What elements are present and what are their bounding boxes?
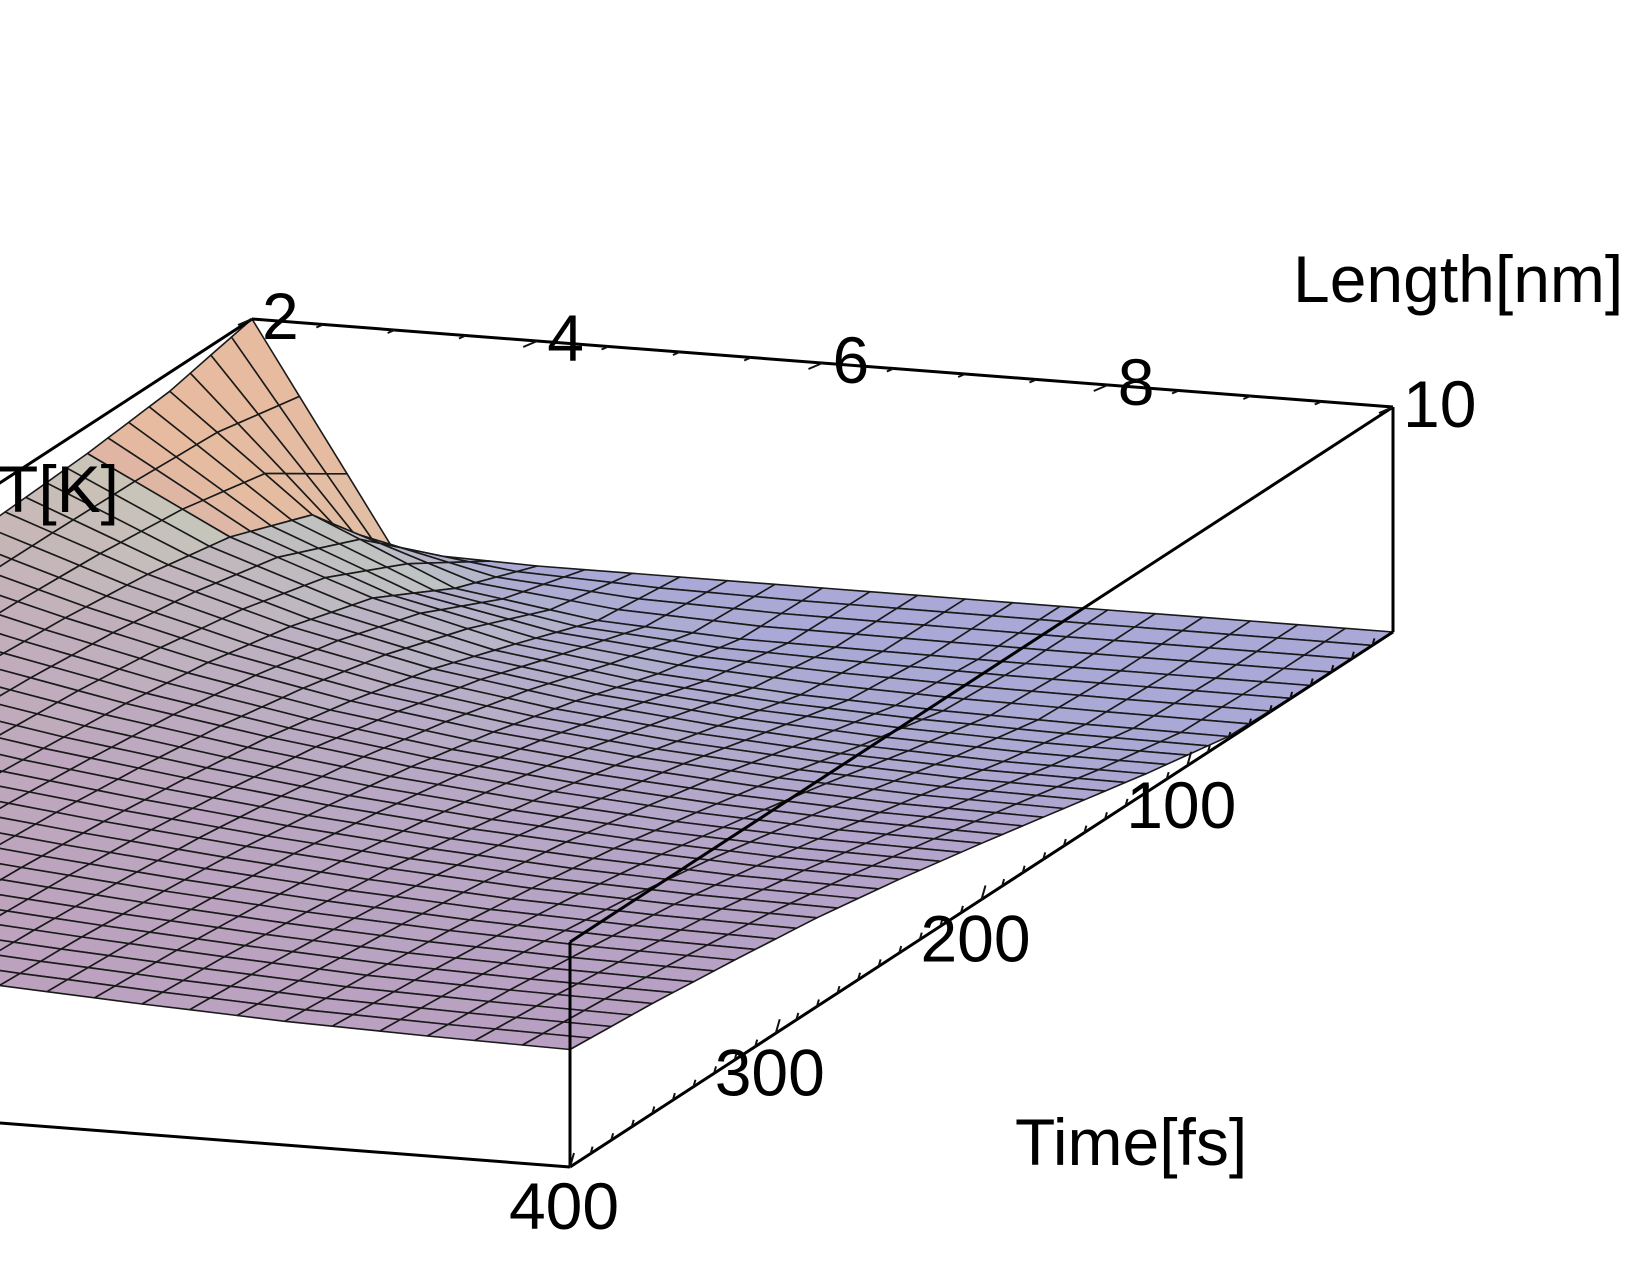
tick-mark xyxy=(610,1132,615,1141)
tick-mark xyxy=(1309,678,1314,686)
tick-mark xyxy=(1083,825,1088,833)
tick-mark xyxy=(795,1012,800,1021)
tick-mark xyxy=(886,367,895,373)
tick-labels: 246810100200300400051015 xyxy=(262,279,1476,1243)
y-tick-label-8: 8 xyxy=(1118,345,1155,419)
tick-mark xyxy=(1186,751,1193,767)
surface-cell xyxy=(0,720,18,736)
y-tick-label-10: 10 xyxy=(1403,367,1476,441)
y-tick-label-4: 4 xyxy=(547,301,584,375)
x-tick-label-300: 300 xyxy=(715,1035,825,1109)
tick-mark xyxy=(774,1018,781,1034)
tick-mark xyxy=(1206,745,1211,753)
box-edge-bottom-left xyxy=(0,1121,571,1169)
tick-mark xyxy=(1378,406,1394,414)
tick-mark xyxy=(959,905,964,914)
tick-mark xyxy=(671,1092,676,1101)
tick-mark xyxy=(1242,395,1251,400)
surface-mesh xyxy=(0,318,1394,1051)
tick-mark xyxy=(569,1152,575,1168)
tick-mark xyxy=(957,373,966,378)
surface-cell xyxy=(0,553,13,568)
tick-mark xyxy=(1103,811,1108,820)
tick-mark xyxy=(898,945,903,954)
tick-mark xyxy=(1001,878,1006,887)
tick-mark xyxy=(1371,638,1376,646)
tick-mark xyxy=(918,932,923,940)
y-axis-label: Length[nm] xyxy=(1293,242,1623,316)
y-tick-label-6: 6 xyxy=(833,323,870,397)
surface-cell xyxy=(0,594,19,614)
tick-mark xyxy=(1021,865,1026,874)
tick-mark xyxy=(1314,400,1323,406)
tick-mark xyxy=(1029,378,1037,384)
x-tick-label-200: 200 xyxy=(920,902,1030,976)
tick-mark xyxy=(692,1079,697,1088)
y-tick-label-2: 2 xyxy=(262,279,299,353)
box-edge-top-back xyxy=(0,317,253,485)
tick-mark xyxy=(1062,838,1067,847)
tick-mark xyxy=(651,1106,656,1114)
tick-mark xyxy=(1227,731,1232,740)
tick-mark xyxy=(836,985,841,994)
tick-mark xyxy=(754,1039,759,1047)
x-tick-label-400: 400 xyxy=(509,1169,619,1243)
tick-marks xyxy=(237,318,1394,1168)
tick-mark xyxy=(1093,384,1109,392)
tick-mark xyxy=(1145,785,1150,793)
tick-mark xyxy=(980,885,987,900)
tick-mark xyxy=(1350,651,1355,660)
tick-mark xyxy=(1248,718,1252,726)
tick-mark xyxy=(743,356,752,362)
tick-mark xyxy=(458,334,467,340)
tick-mark xyxy=(1042,852,1047,860)
tick-mark xyxy=(522,340,538,348)
tick-mark xyxy=(713,1066,717,1074)
tick-mark xyxy=(1171,389,1180,395)
tick-mark xyxy=(630,1119,635,1128)
tick-mark xyxy=(601,345,609,351)
tick-mark xyxy=(237,318,253,326)
z-axis-label: T[K] xyxy=(0,452,119,526)
tick-mark xyxy=(857,972,862,981)
tick-mark xyxy=(815,999,820,1007)
axis-labels: Time[fs] Length[nm] T[K] xyxy=(0,242,1623,1179)
tick-mark xyxy=(1330,664,1335,673)
box-edge-top-front xyxy=(569,405,1394,944)
x-axis-label: Time[fs] xyxy=(1015,1105,1247,1179)
tick-mark xyxy=(1124,798,1129,807)
tick-mark xyxy=(315,323,324,329)
tick-mark xyxy=(733,1052,738,1061)
tick-mark xyxy=(1289,691,1294,700)
tick-mark xyxy=(1165,771,1170,780)
tick-mark xyxy=(672,351,681,356)
tick-mark xyxy=(387,329,396,334)
tick-mark xyxy=(939,918,944,927)
tick-mark xyxy=(877,959,882,967)
tick-mark xyxy=(589,1146,594,1154)
tick-mark xyxy=(808,362,823,370)
x-tick-label-100: 100 xyxy=(1126,768,1236,842)
tick-mark xyxy=(1268,704,1273,713)
